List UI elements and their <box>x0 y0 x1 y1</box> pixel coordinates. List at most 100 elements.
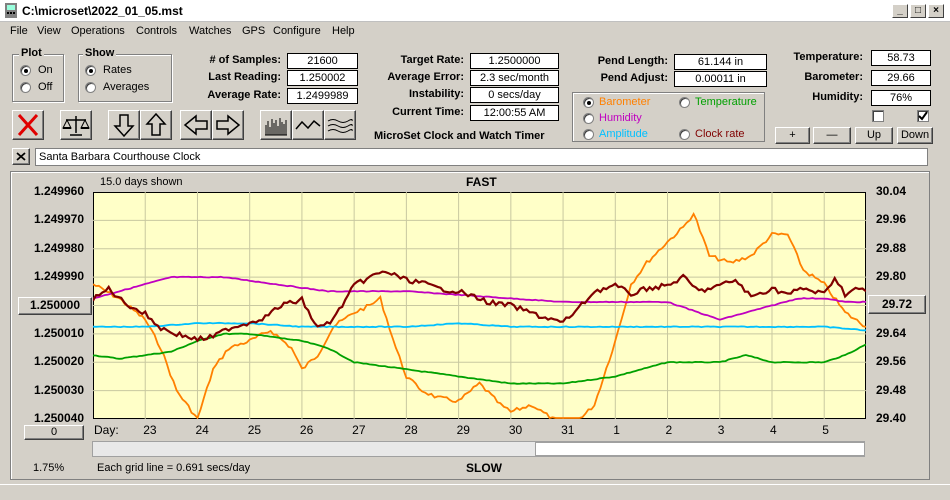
left-axis-center-button[interactable]: 1.250000 <box>18 297 92 315</box>
show-averages-label: Averages <box>103 81 150 93</box>
days-shown-label: 15.0 days shown <box>100 176 183 188</box>
show-averages-radio[interactable] <box>85 82 96 93</box>
scale-down-button[interactable]: Down <box>897 127 933 144</box>
scroll-down-button[interactable] <box>108 110 140 140</box>
scroll-left-button[interactable] <box>180 110 212 140</box>
menu-view[interactable]: View <box>37 25 61 37</box>
average-error-field: 2.3 sec/month <box>470 70 559 86</box>
bar-plot-button[interactable] <box>260 110 292 140</box>
plot-on-label: On <box>38 64 53 76</box>
average-error-label: Average Error: <box>387 71 464 83</box>
scroll-right-button[interactable] <box>212 110 244 140</box>
day-tick-label: 24 <box>195 423 209 437</box>
grid-note: Each grid line = 0.691 secs/day <box>97 462 251 474</box>
instability-field: 0 secs/day <box>470 87 559 103</box>
menu-help[interactable]: Help <box>332 25 355 37</box>
right-axis-tick: 29.64 <box>876 325 907 340</box>
pend-length-label: Pend Length: <box>597 55 668 67</box>
minimize-button[interactable]: _ <box>892 4 908 18</box>
series-clock-rate-radio[interactable] <box>679 129 690 140</box>
close-icon <box>16 152 26 161</box>
clear-clock-name-button[interactable] <box>12 148 30 165</box>
day-tick-label: 27 <box>352 423 366 437</box>
status-bar <box>0 484 950 500</box>
title-bar: C:\microset\2022_01_05.mst _ □ × <box>0 0 950 22</box>
series-amplitude-radio[interactable] <box>583 129 594 140</box>
fast-label: FAST <box>466 175 497 189</box>
menu-controls[interactable]: Controls <box>136 25 177 37</box>
day-tick-label: 4 <box>769 423 777 437</box>
arrow-left-icon <box>183 114 208 136</box>
day-tick-label: 25 <box>247 423 262 437</box>
scroll-up-button[interactable] <box>140 110 172 140</box>
series-humidity-radio[interactable] <box>583 113 594 124</box>
series-barometer-radio[interactable] <box>583 97 594 108</box>
last-reading-label: Last Reading: <box>208 71 281 83</box>
show-rates-radio[interactable] <box>85 65 96 76</box>
balance-scale-icon <box>62 116 90 136</box>
menu-operations[interactable]: Operations <box>71 25 125 37</box>
menu-watches[interactable]: Watches <box>189 25 232 37</box>
series-select-box <box>572 92 765 142</box>
env-checkbox-1[interactable] <box>872 110 884 122</box>
pend-adjust-field: 0.00011 in <box>674 71 767 87</box>
series-temperature-label: Temperature <box>695 96 757 108</box>
red-x-icon <box>17 113 39 137</box>
plot-group <box>12 54 64 102</box>
day-tick-label: 30 <box>508 423 523 437</box>
right-axis-tick: 29.88 <box>876 240 907 255</box>
samples-label: # of Samples: <box>209 54 281 66</box>
day-prefix-label: Day: <box>94 423 119 437</box>
series-line-barometer <box>93 211 866 419</box>
offset-button[interactable]: 0 <box>24 425 84 440</box>
right-axis-center-button[interactable]: 29.72 <box>868 295 926 314</box>
series-clock-rate-label: Clock rate <box>695 128 745 140</box>
right-axis-tick: 29.96 <box>876 212 907 227</box>
scale-minus-button[interactable]: — <box>813 127 851 144</box>
day-tick-label: 23 <box>143 423 157 437</box>
series-temperature-radio[interactable] <box>679 97 690 108</box>
left-axis-tick: 1.250040 <box>33 411 84 425</box>
target-rate-field[interactable]: 1.2500000 <box>470 53 559 69</box>
line-plot-button[interactable] <box>292 110 324 140</box>
right-axis-tick: 29.56 <box>876 354 907 369</box>
rate-chart[interactable] <box>93 192 866 419</box>
chart-panel <box>10 171 930 480</box>
target-rate-label: Target Rate: <box>400 54 464 66</box>
scale-up-button[interactable]: Up <box>855 127 893 144</box>
day-tick-label: 5 <box>822 423 829 437</box>
horizontal-scrollbar[interactable] <box>92 441 865 457</box>
series-line-clock-rate <box>93 270 866 343</box>
maximize-button[interactable]: □ <box>910 4 926 18</box>
checkmark-icon <box>918 111 928 121</box>
pend-length-field: 61.144 in <box>674 54 767 70</box>
plot-off-radio[interactable] <box>20 82 31 93</box>
barometer-label: Barometer: <box>804 71 863 83</box>
clock-name-input[interactable]: Santa Barbara Courthouse Clock <box>35 148 928 166</box>
menu-gps[interactable]: GPS <box>242 25 266 37</box>
left-axis-tick: 1.249980 <box>33 240 84 255</box>
menu-file[interactable]: File <box>10 25 28 37</box>
scale-plus-button[interactable]: + <box>775 127 810 144</box>
series-barometer-label: Barometer <box>599 96 651 108</box>
show-group-label: Show <box>83 47 117 59</box>
average-rate-label: Average Rate: <box>207 89 281 101</box>
scrollbar-thumb[interactable] <box>535 442 865 456</box>
env-checkbox-2[interactable] <box>917 110 929 122</box>
wave-plot-button[interactable] <box>324 110 356 140</box>
instability-label: Instability: <box>408 88 464 100</box>
day-tick-label: 1 <box>613 423 620 437</box>
samples-field: 21600 <box>287 53 358 69</box>
close-window-button[interactable]: × <box>928 4 944 18</box>
line-graph-icon <box>295 119 321 130</box>
menu-configure[interactable]: Configure <box>273 25 321 37</box>
menu-bar: File View Operations Controls Watches GP… <box>0 23 950 41</box>
plot-off-label: Off <box>38 81 53 93</box>
series-line-amplitude <box>93 321 866 332</box>
left-axis-tick: 1.250010 <box>33 325 84 340</box>
stop-button[interactable] <box>12 110 44 140</box>
balance-button[interactable] <box>60 110 92 140</box>
plot-on-radio[interactable] <box>20 65 31 76</box>
humidity-field: 76% <box>871 90 931 106</box>
right-axis-tick: 29.40 <box>876 411 907 425</box>
